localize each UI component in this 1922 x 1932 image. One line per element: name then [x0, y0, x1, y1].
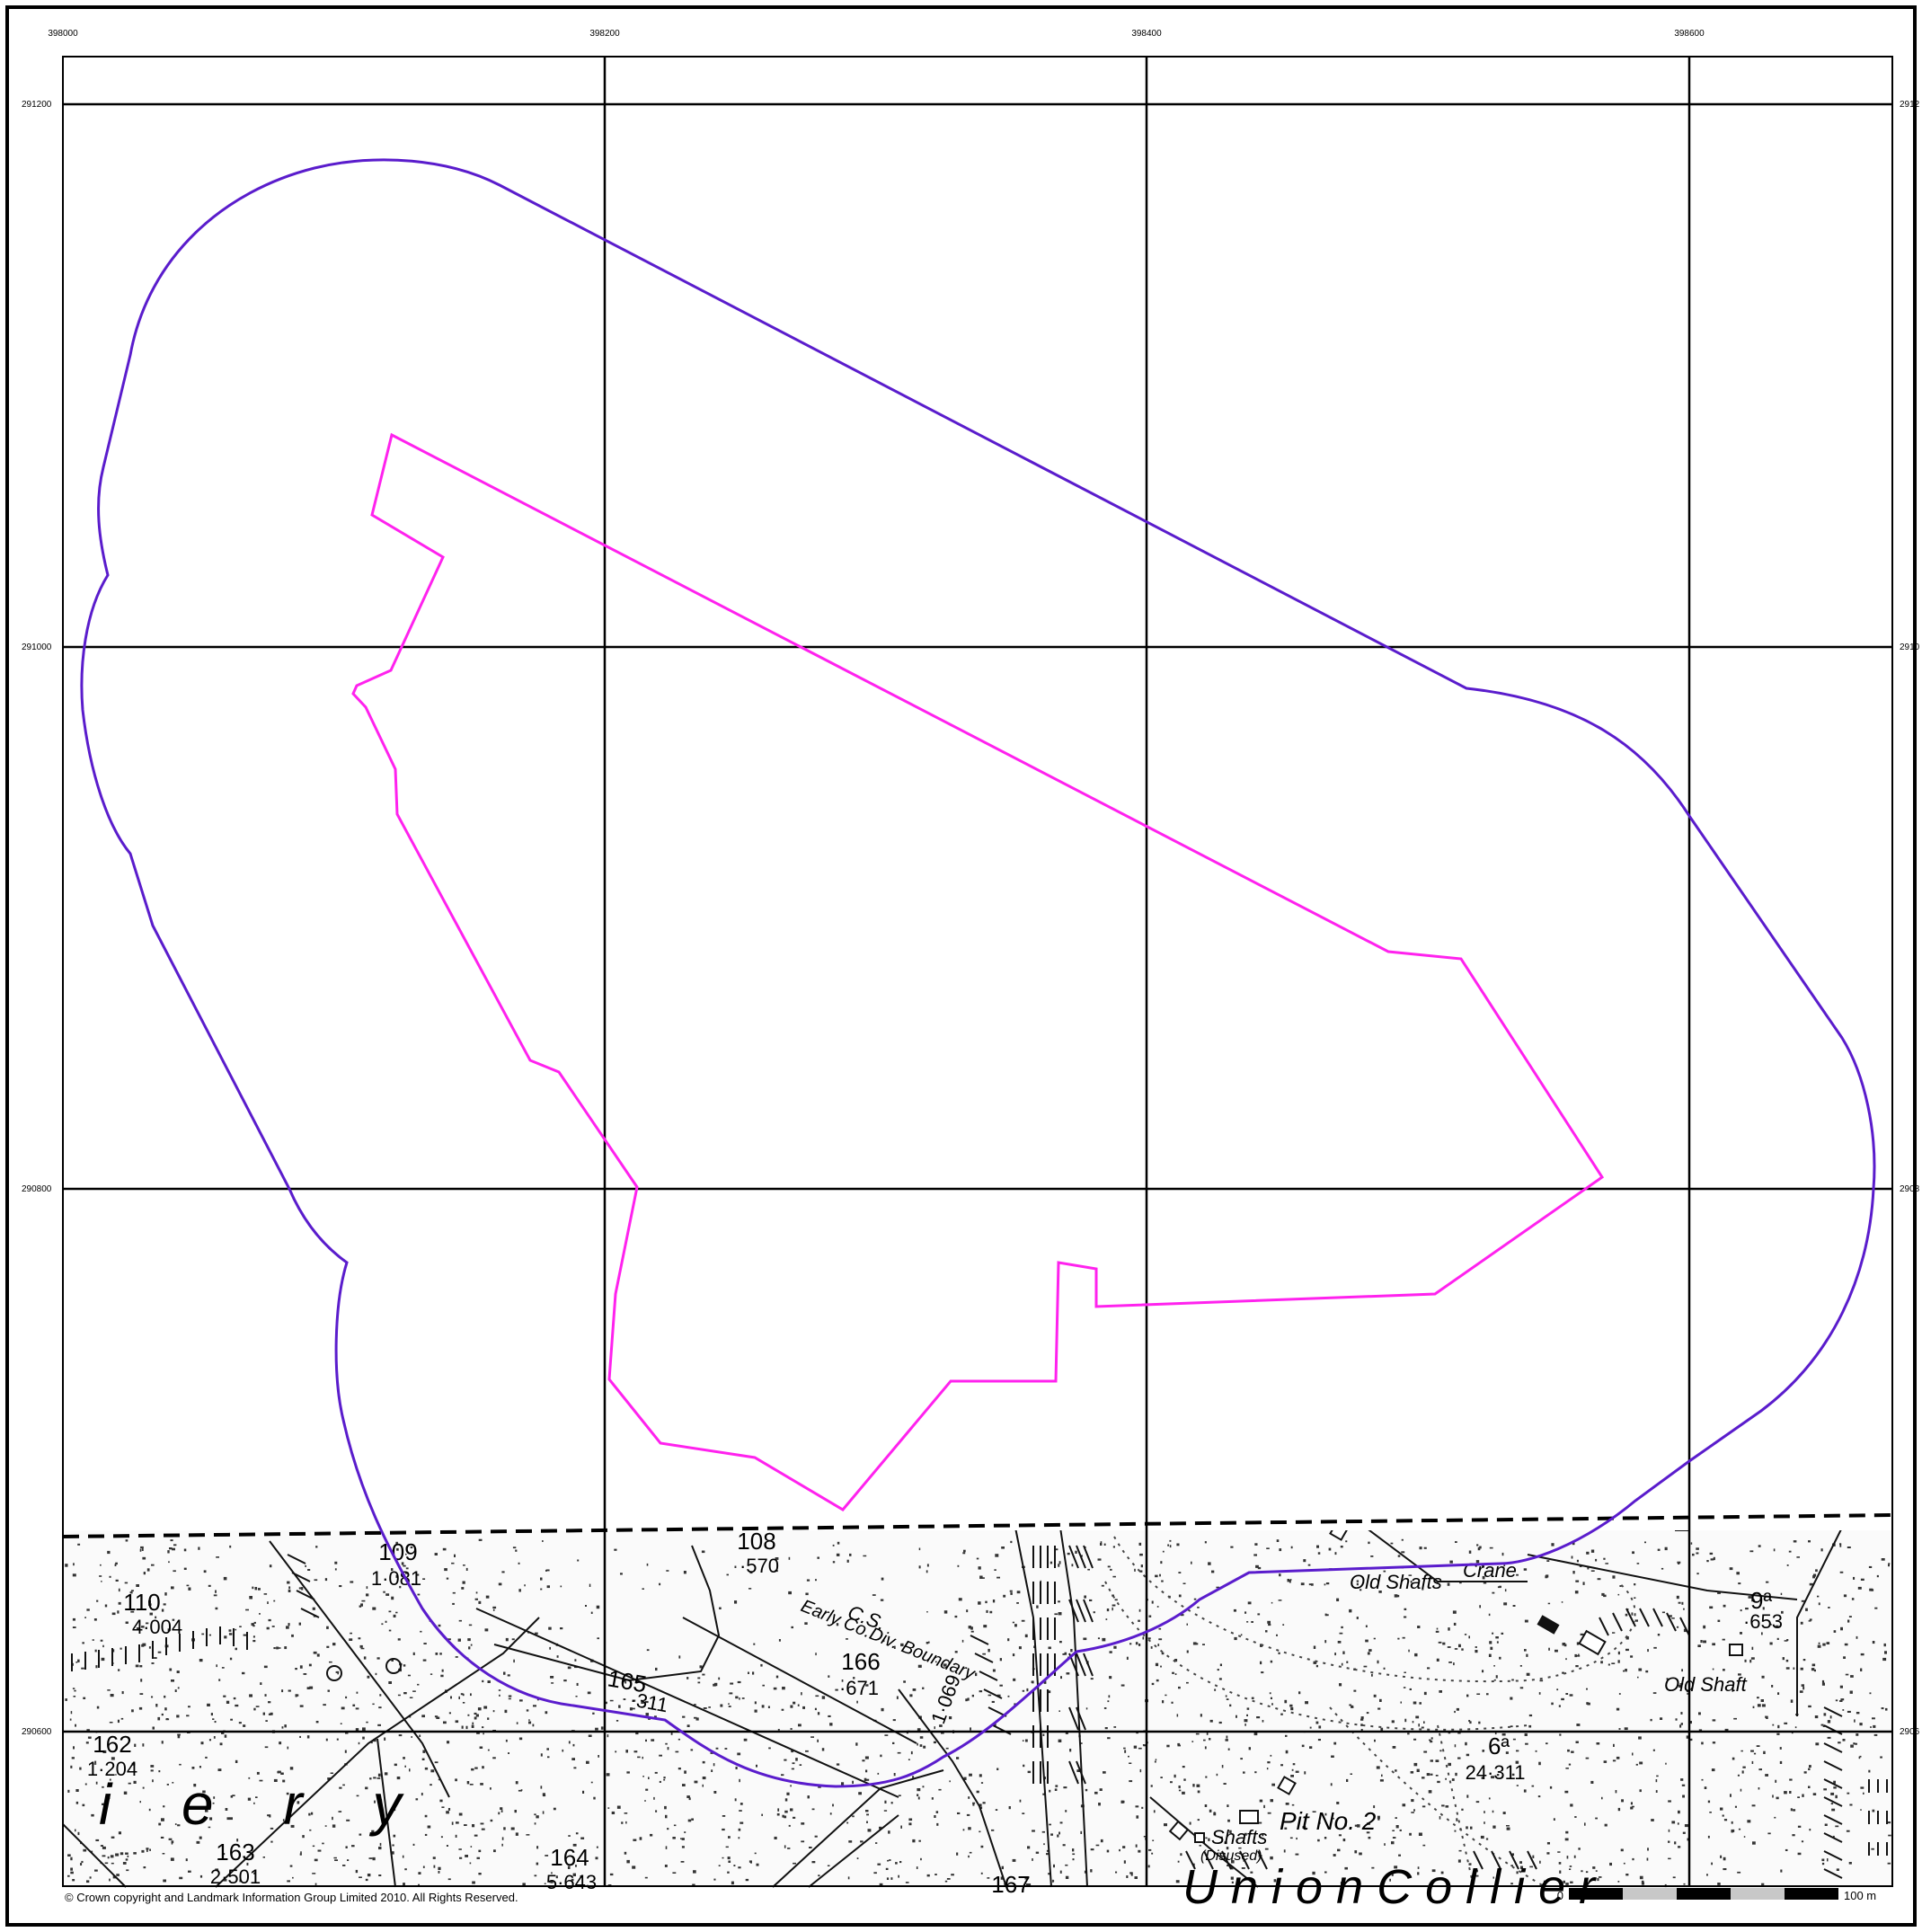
old-shafts-label: Old Shafts	[1350, 1571, 1442, 1593]
buildings	[1168, 1521, 1743, 1843]
field-boundaries	[62, 1527, 1843, 1888]
disused-label: (Disused)	[1200, 1848, 1262, 1864]
shafts-label: Shafts	[1211, 1826, 1267, 1848]
sheet-edge-dashed	[62, 1513, 1893, 1538]
parcel-165-number: 165	[606, 1664, 649, 1697]
parcel-166-area: ·671	[839, 1677, 879, 1699]
parcel-108-number: 108	[737, 1528, 775, 1555]
scale-segment-1	[1569, 1888, 1623, 1900]
easting-label-398600: 398600	[1674, 29, 1705, 39]
dotted-tracks	[1104, 1536, 1636, 1888]
historic-map-area	[63, 1528, 1892, 1887]
northing-right-label-291000: 2910	[1900, 643, 1920, 652]
iery-label: i e r y	[99, 1772, 428, 1837]
site-boundary	[351, 432, 1605, 1511]
grid-labels: 398000 398200 398400 398600 291200 29100…	[22, 29, 1920, 1737]
northing-right-label-290800: 2908	[1900, 1184, 1920, 1194]
scale-end-label: 100 m	[1844, 1889, 1876, 1902]
pit-no-2-label: Pit No. 2	[1280, 1807, 1377, 1835]
northing-right-label-290600: 2906	[1900, 1727, 1920, 1737]
scale-start-label: 0	[1557, 1889, 1563, 1902]
map-border	[62, 56, 1893, 1887]
parcel-164-area: 5·643	[546, 1871, 597, 1893]
parcel-163-area: 2·501	[210, 1866, 261, 1888]
parcel-162-area: 1·204	[87, 1758, 137, 1780]
scale-segment-3	[1677, 1888, 1731, 1900]
parcel-6a-number: 6ª	[1488, 1733, 1510, 1759]
outer-border	[5, 5, 1917, 1927]
scale-segment-4	[1731, 1888, 1785, 1900]
parcel-9a-area: ·653	[1743, 1610, 1783, 1633]
hachure-marks	[71, 1545, 1888, 1879]
scale-bar: 0 100 m	[1557, 1888, 1876, 1902]
parcel-110-number: 110	[123, 1589, 160, 1616]
stipple-texture	[65, 1538, 1891, 1888]
map-mask	[63, 57, 1892, 1530]
parcel-109-number: 109	[378, 1538, 417, 1565]
parcel-167-number: 167	[991, 1871, 1030, 1898]
buffer-boundary	[80, 158, 1876, 1788]
historic-map-layer: 110 4·004 109 1·081 108 ·570 165 ·311 16…	[62, 57, 1893, 1914]
parcel-9a-number: 9ª	[1750, 1587, 1772, 1614]
northing-label-291200: 291200	[22, 100, 52, 110]
northing-label-290800: 290800	[22, 1184, 52, 1194]
easting-label-398200: 398200	[589, 29, 620, 39]
parcel-163-number: 163	[216, 1839, 254, 1866]
old-shaft-label: Old Shaft	[1664, 1673, 1748, 1696]
copyright-notice: © Crown copyright and Landmark Informati…	[65, 1891, 518, 1904]
parcel-110-area: 4·004	[132, 1616, 182, 1638]
parcel-162-number: 162	[93, 1731, 131, 1758]
parcel-109-area: 1·081	[371, 1567, 421, 1590]
parcel-6a-area: 24·311	[1466, 1761, 1526, 1784]
northing-label-291000: 291000	[22, 643, 52, 652]
parcel-108-area: ·570	[740, 1555, 779, 1577]
easting-label-398000: 398000	[48, 29, 78, 39]
northing-label-290600: 290600	[22, 1727, 52, 1737]
northing-right-label-291200: 2912	[1900, 100, 1920, 110]
easting-label-398400: 398400	[1131, 29, 1162, 39]
parcel-166-number: 166	[841, 1648, 880, 1675]
scale-segment-2	[1623, 1888, 1677, 1900]
scale-segment-5	[1785, 1888, 1838, 1900]
tree-symbols	[326, 1658, 402, 1681]
parcel-164-number: 164	[550, 1844, 589, 1871]
